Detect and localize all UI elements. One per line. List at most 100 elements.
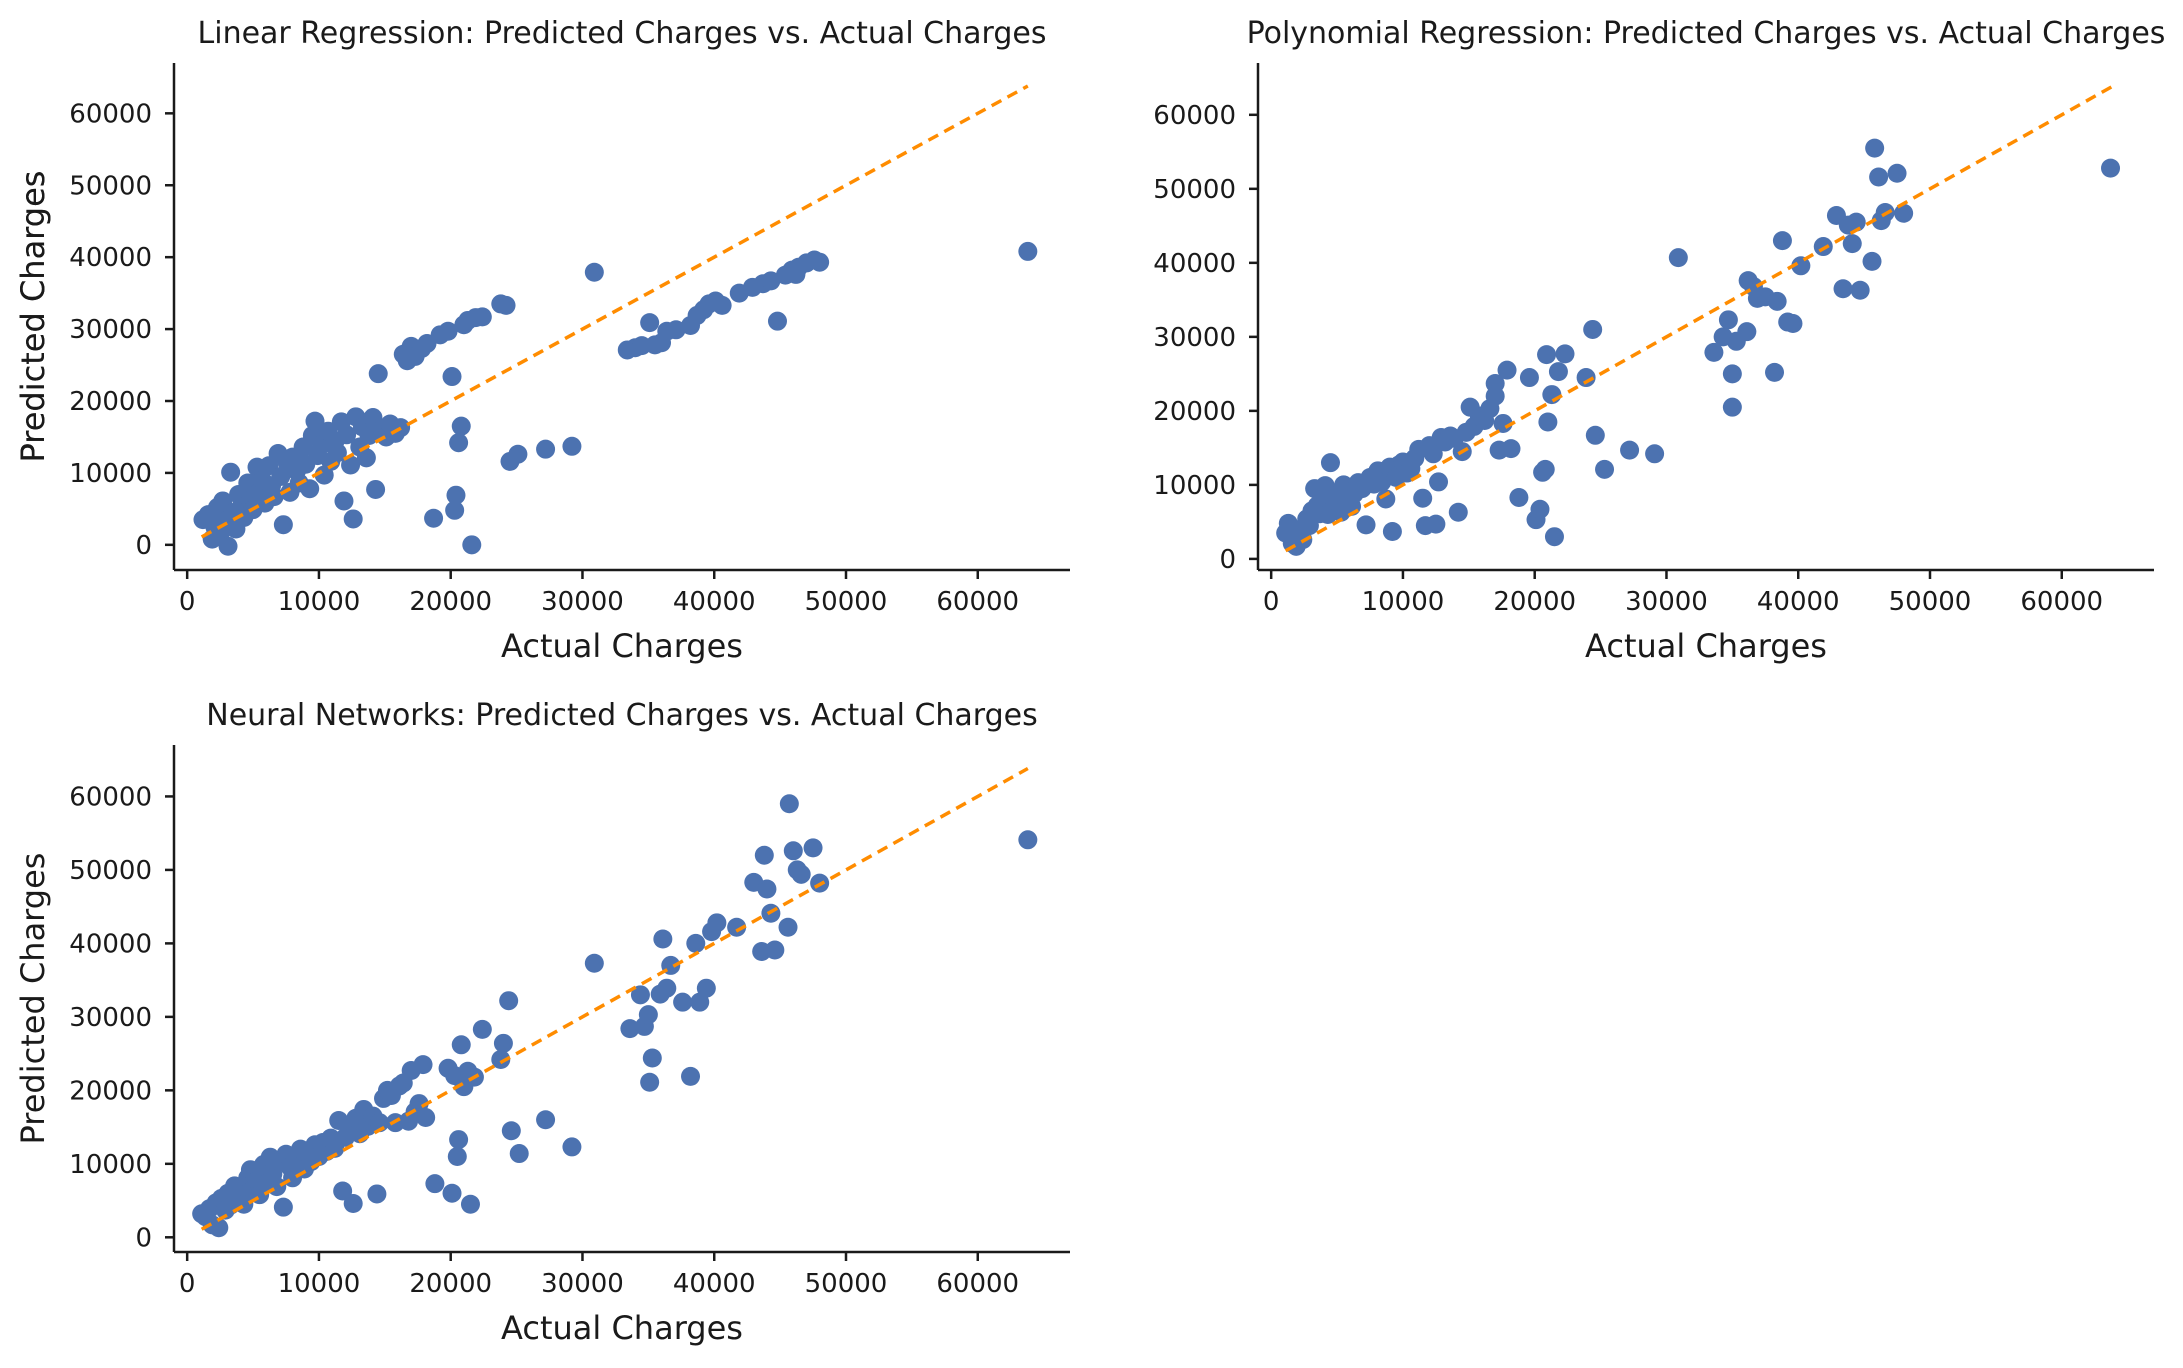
linear-regression-y-tick-label: 60000 <box>69 99 152 129</box>
neural-networks-data-point <box>778 917 798 937</box>
polynomial-regression-x-tick-label: 10000 <box>1362 587 1445 617</box>
linear-regression-data-point <box>446 485 466 505</box>
neural-networks-data-point <box>536 1110 556 1130</box>
neural-networks-data-point <box>370 1113 390 1133</box>
linear-regression-data-point <box>341 455 361 475</box>
linear-regression-data-point <box>334 491 354 511</box>
neural-networks-data-point <box>779 794 799 814</box>
neural-networks-y-axis-label: Predicted Charges <box>14 853 52 1145</box>
polynomial-regression-data-point <box>1887 163 1907 183</box>
linear-regression-data-point <box>810 252 830 272</box>
neural-networks-data-point <box>442 1183 462 1203</box>
polynomial-regression-data-point <box>1645 444 1665 464</box>
neural-networks-x-tick-label: 50000 <box>805 1269 888 1299</box>
linear-regression-x-tick-label: 50000 <box>805 587 888 617</box>
neural-networks-y-tick-label: 0 <box>135 1223 152 1253</box>
polynomial-regression-data-point <box>1382 522 1402 542</box>
linear-regression-x-tick-label: 60000 <box>936 587 1019 617</box>
neural-networks-data-point <box>509 1144 529 1164</box>
neural-networks-data-point <box>413 1055 433 1075</box>
linear-regression-data-point <box>445 500 465 520</box>
linear-regression-data-point <box>640 313 660 333</box>
linear-regression-y-tick-label: 40000 <box>69 243 152 273</box>
polynomial-regression-data-point <box>1869 167 1889 187</box>
polynomial-regression-data-point <box>1423 444 1443 464</box>
polynomial-regression-y-axis-label: Predicted Charges <box>14 171 52 463</box>
polynomial-regression-data-point <box>1535 459 1555 479</box>
neural-networks-x-tick-label: 0 <box>179 1269 196 1299</box>
linear-regression-data-point <box>462 535 482 555</box>
neural-networks-data-point <box>367 1184 387 1204</box>
polynomial-regression-data-point <box>1813 237 1833 257</box>
polynomial-regression-y-tick-label: 0 <box>1219 545 1236 575</box>
linear-regression-data-point <box>666 320 686 340</box>
neural-networks-y-tick-label: 10000 <box>69 1150 152 1180</box>
polynomial-regression-data-point <box>1538 412 1558 432</box>
neural-networks-data-point <box>653 929 673 949</box>
linear-regression-data-point <box>221 462 241 482</box>
polynomial-regression-data-point <box>1842 234 1862 254</box>
neural-networks-data-point <box>584 953 604 973</box>
linear-regression-data-point <box>356 448 376 468</box>
neural-networks-data-point <box>501 1121 521 1141</box>
polynomial-regression-data-point <box>1862 251 1882 271</box>
polynomial-regression-data-point <box>1722 397 1742 417</box>
neural-networks-data-point <box>783 841 803 861</box>
neural-networks-data-point <box>493 1033 513 1053</box>
polynomial-regression-data-point <box>1583 319 1603 339</box>
polynomial-regression-x-axis-label: Actual Charges <box>1585 627 1827 665</box>
linear-regression-x-axis-label: Actual Charges <box>501 627 743 665</box>
polynomial-regression-reference-line <box>1284 85 2113 553</box>
polynomial-regression-data-point <box>1737 322 1757 342</box>
neural-networks-data-point <box>491 1049 511 1069</box>
polynomial-regression-y-tick-label: 50000 <box>1153 175 1236 205</box>
polynomial-regression-data-point <box>1356 515 1376 535</box>
polynomial-regression-data-point <box>1413 488 1433 508</box>
polynomial-regression-data-point <box>1704 342 1724 362</box>
neural-networks-x-tick-label: 30000 <box>541 1269 624 1299</box>
neural-networks-data-point <box>620 1019 640 1039</box>
polynomial-regression-panel: Polynomial Regression: Predicted Charges… <box>14 16 2165 665</box>
linear-regression-x-tick-label: 0 <box>179 587 196 617</box>
neural-networks-data-point <box>707 913 727 933</box>
polynomial-regression-data-point <box>1595 459 1615 479</box>
neural-networks-data-point <box>209 1218 229 1238</box>
linear-regression-y-tick-label: 50000 <box>69 171 152 201</box>
neural-networks-data-point <box>343 1194 363 1214</box>
linear-regression-data-point <box>761 271 781 291</box>
polynomial-regression-data-point <box>1765 362 1785 382</box>
polynomial-regression-data-point <box>1548 362 1568 382</box>
polynomial-regression-data-point <box>1426 514 1446 534</box>
neural-networks-panel: Neural Networks: Predicted Charges vs. A… <box>14 698 1070 1347</box>
linear-regression-x-tick-label: 20000 <box>409 587 492 617</box>
neural-networks-data-point <box>640 1072 660 1092</box>
polynomial-regression-data-point <box>1894 203 1914 223</box>
neural-networks-data-point <box>451 1035 471 1055</box>
neural-networks-data-point <box>425 1174 445 1194</box>
polynomial-regression-data-point <box>1576 368 1596 388</box>
neural-networks-data-point <box>803 838 823 858</box>
linear-regression-data-point <box>218 536 238 556</box>
linear-regression-data-point <box>273 515 293 535</box>
neural-networks-y-tick-label: 20000 <box>69 1076 152 1106</box>
linear-regression-data-point <box>584 262 604 282</box>
neural-networks-data-point <box>757 879 777 899</box>
neural-networks-data-point <box>638 1005 658 1025</box>
linear-regression-data-point <box>449 433 469 453</box>
neural-networks-data-point <box>460 1194 480 1214</box>
polynomial-regression-x-tick-label: 40000 <box>1757 587 1840 617</box>
neural-networks-x-tick-label: 10000 <box>278 1269 361 1299</box>
linear-regression-data-point <box>472 307 492 327</box>
linear-regression-data-point <box>508 444 528 464</box>
neural-networks-y-tick-label: 60000 <box>69 782 152 812</box>
linear-regression-data-point <box>451 416 471 436</box>
neural-networks-data-point <box>273 1197 293 1217</box>
linear-regression-data-point <box>712 295 732 315</box>
polynomial-regression-data-point <box>1509 487 1529 507</box>
polynomial-regression-data-point <box>1865 138 1885 158</box>
polynomial-regression-data-point <box>1519 368 1539 388</box>
polynomial-regression-data-point <box>1497 360 1517 380</box>
polynomial-regression-data-point <box>1791 256 1811 276</box>
neural-networks-data-point <box>686 933 706 953</box>
